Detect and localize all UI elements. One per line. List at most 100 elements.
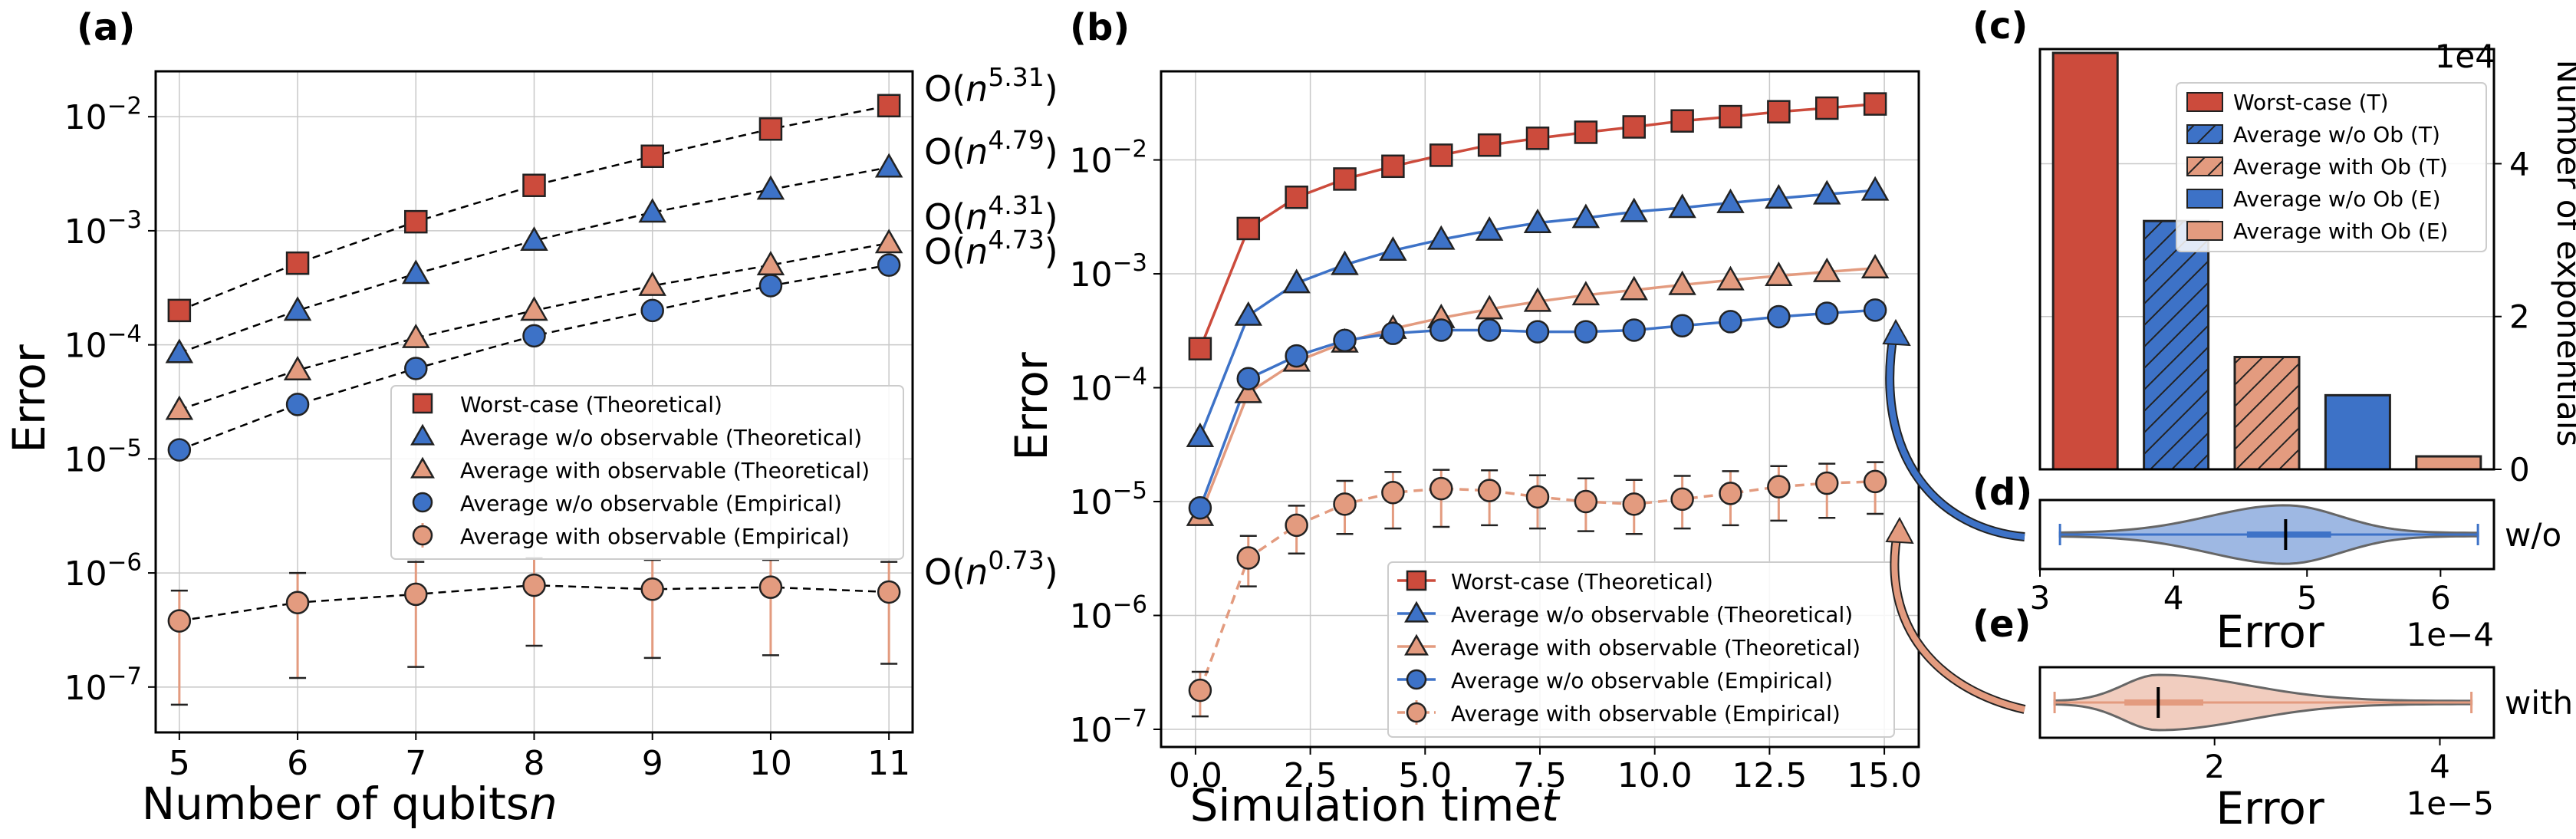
- data-point: [522, 573, 546, 597]
- x-tick-label: 5.0: [1398, 756, 1452, 795]
- data-point: [758, 117, 783, 141]
- legend-label: Average w/o observable (Theoretical): [460, 425, 862, 450]
- arrow-head: [1885, 516, 1914, 545]
- panel-letter: (e): [1972, 603, 2031, 646]
- plot-frame: [154, 70, 914, 734]
- data-point: [285, 393, 310, 416]
- data-point: [1574, 120, 1598, 144]
- legend-marker: [410, 423, 435, 446]
- legend-label: Average w/o observable (Empirical): [460, 491, 842, 516]
- data-point: [756, 175, 785, 200]
- y-tick-label: 10−2: [1070, 136, 1147, 181]
- x-axis-label-var: t: [1541, 779, 1561, 831]
- data-point: [283, 356, 312, 380]
- legend-marker: [412, 525, 433, 546]
- data-point: [1622, 318, 1647, 342]
- legend-swatch: [2186, 189, 2223, 209]
- y-offset-label: 1e4: [2435, 38, 2495, 75]
- legend-box: [2176, 82, 2487, 252]
- panel-c: 0 2 4 1e4 Number of exponentials Worst-case (…: [1972, 5, 2576, 489]
- data-point: [877, 94, 901, 118]
- data-point: [165, 338, 194, 364]
- legend-label: Worst-case (Theoretical): [1451, 569, 1713, 594]
- data-point: [1379, 236, 1407, 262]
- data-point: [1429, 143, 1453, 167]
- data-point: [402, 259, 430, 285]
- data-point: [1331, 250, 1359, 275]
- data-point: [1812, 257, 1841, 282]
- legend: Worst-case (Theoretical) Average w/o obse…: [1387, 561, 1895, 738]
- data-point: [1863, 469, 1887, 494]
- x-axis-label: Error: [2216, 782, 2324, 834]
- legend-label: Average w/o observable (Empirical): [1451, 668, 1833, 693]
- data-point: [1285, 513, 1308, 538]
- panel-letter: (c): [1972, 5, 2028, 48]
- data-point: [1523, 209, 1552, 233]
- y-tick-label: 0: [2509, 451, 2530, 489]
- y-tick-label: 10−4: [1070, 364, 1147, 409]
- data-point: [1525, 127, 1550, 150]
- data-point: [1525, 485, 1550, 509]
- data-point: [1574, 320, 1598, 344]
- y-axis-label: Number of exponentials: [2550, 60, 2576, 447]
- data-point: [1719, 104, 1742, 129]
- x-tick-label: 2: [2204, 748, 2225, 785]
- legend-label: Worst-case (T): [2233, 90, 2389, 115]
- violin-iqr: [2246, 531, 2331, 538]
- panel-d: 3 4 5 61e−4 Error w/o (d): [1882, 318, 2561, 658]
- x-offset-label: 1e−4: [2407, 616, 2494, 653]
- legend-label: Average with observable (Theoretical): [1451, 635, 1860, 660]
- data-point: [877, 580, 901, 604]
- data-point: [1282, 268, 1311, 294]
- legend-marker: [410, 456, 435, 479]
- bar: [2051, 51, 2119, 471]
- panel-letter: (b): [1070, 6, 1130, 49]
- data-point: [520, 226, 548, 252]
- legend-label: Average with observable (Empirical): [1451, 701, 1841, 726]
- data-point: [1525, 320, 1550, 344]
- data-point: [1814, 301, 1839, 325]
- data-point: [1188, 496, 1212, 520]
- data-point: [1571, 281, 1601, 306]
- data-point: [1860, 254, 1890, 279]
- x-axis-label: Error: [2216, 606, 2324, 658]
- legend-label: Average w/o observable (Theoretical): [1451, 602, 1853, 627]
- legend: Worst-case (Theoretical) Average w/o obse…: [390, 385, 904, 560]
- data-point: [1620, 275, 1649, 301]
- y-tick-label: 10−4: [64, 321, 142, 366]
- y-tick-label: 10−7: [1070, 705, 1147, 750]
- y-tick-label: 10−5: [1070, 477, 1147, 522]
- panel-b: 0.0 2.5 5.0 7.5 10.0 12.5 15.0 10−7 10−6 10−5 10−4…: [1005, 6, 1922, 831]
- arrow-shaft: [1887, 329, 2025, 540]
- data-point: [1863, 92, 1887, 116]
- data-point: [165, 395, 194, 420]
- legend-box: [1387, 561, 1895, 738]
- data-point: [1333, 167, 1357, 191]
- legend-label: Average with Ob (E): [2233, 219, 2448, 244]
- data-point: [1571, 203, 1601, 229]
- data-point: [874, 153, 903, 178]
- x-tick-label: 6: [2430, 579, 2451, 617]
- data-point: [1767, 100, 1791, 123]
- data-point: [285, 591, 310, 614]
- data-point: [1285, 185, 1308, 209]
- panel-a: 5 6 7 8 9 10 11 10−7 10−6 10−5 10−4 10−3 10−2 O(n5.31…: [3, 6, 1058, 830]
- side-label: w/o: [2505, 516, 2561, 554]
- side-label: with: [2505, 684, 2573, 722]
- x-tick-label: 6: [287, 744, 308, 783]
- bar: [2324, 393, 2391, 471]
- fit-label: O(n4.31): [924, 190, 1058, 238]
- panel-letter: (a): [77, 6, 135, 49]
- data-point: [758, 575, 783, 599]
- data-point: [285, 251, 310, 275]
- data-point: [1523, 287, 1552, 312]
- y-tick-label: 10−6: [64, 548, 142, 594]
- y-tick-label: 4: [2509, 145, 2530, 183]
- data-point: [1188, 337, 1212, 360]
- data-point: [404, 209, 428, 234]
- plot-frame: [2038, 666, 2495, 739]
- legend-label: Average w/o Ob (T): [2233, 122, 2440, 147]
- x-axis-label: Number of qubits: [142, 778, 529, 830]
- legend: Worst-case (T) Average w/o Ob (T) Average …: [2176, 82, 2487, 252]
- data-point: [1333, 328, 1357, 353]
